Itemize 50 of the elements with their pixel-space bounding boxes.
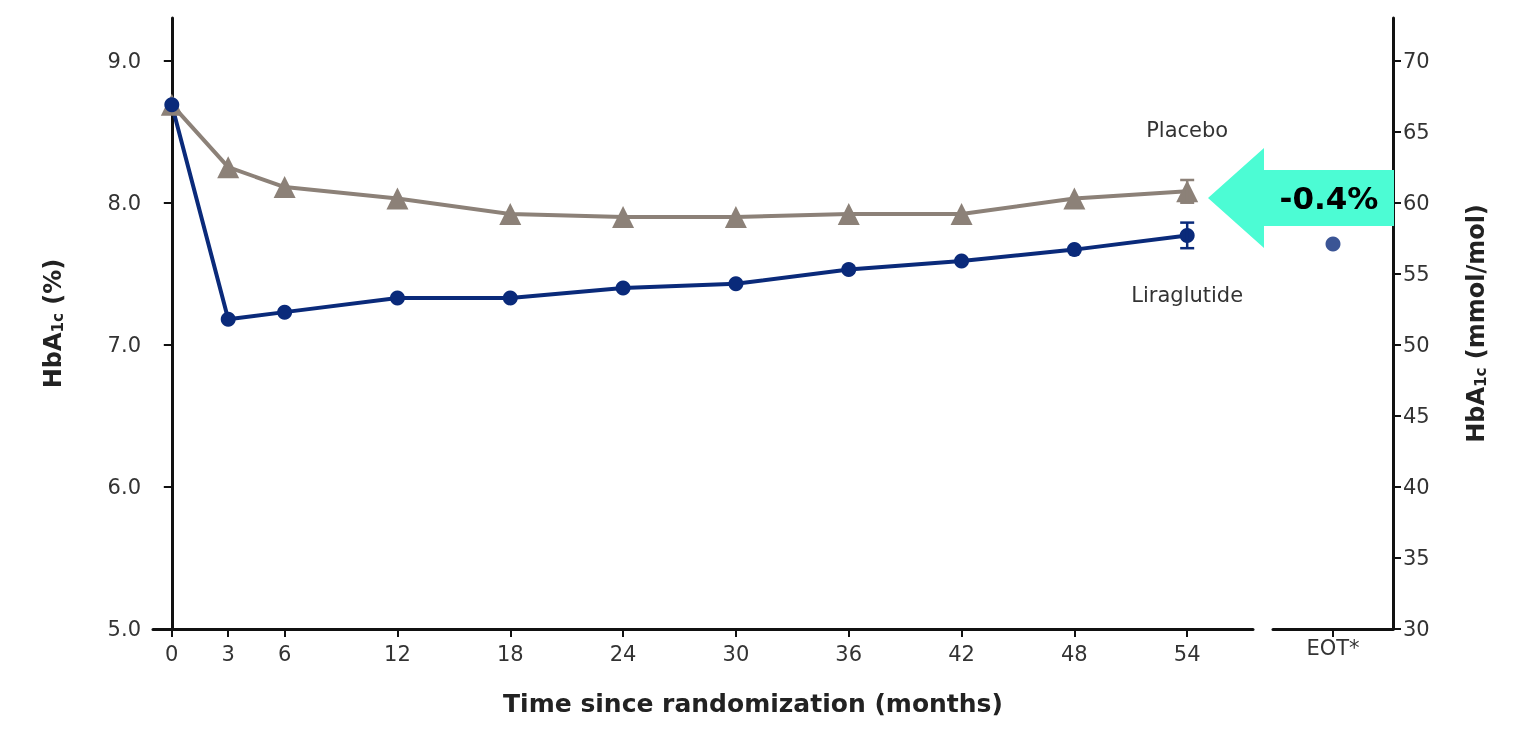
y2-tick-label: 45	[1403, 403, 1430, 428]
x-tick-label: 42	[948, 641, 975, 666]
x-tick-label: EOT*	[1306, 635, 1360, 660]
annotation: -0.4%	[1278, 179, 1380, 218]
x-tick-label: 0	[165, 641, 179, 666]
point	[837, 203, 860, 226]
y2-axis-title: HbA1c (mmol/mol)	[1461, 204, 1490, 443]
x-tick-label: 30	[722, 641, 750, 666]
y-axis-title: HbA1c (%)	[38, 258, 67, 389]
point	[502, 290, 518, 306]
point	[499, 203, 522, 226]
y-tick-label: 6.0	[107, 474, 141, 499]
point	[220, 311, 236, 327]
y2-tick-label: 50	[1403, 332, 1430, 357]
point	[273, 176, 296, 199]
x-tick-label: 24	[609, 641, 637, 666]
y-tick-label: 9.0	[107, 48, 141, 73]
point	[841, 262, 857, 277]
y-tick-label: 7.0	[107, 332, 141, 357]
point	[612, 205, 635, 228]
y-tick-label: 5.0	[107, 617, 141, 641]
y2-tick-label: 35	[1403, 545, 1430, 570]
y2-tick-label: 55	[1403, 261, 1430, 286]
x-tick-label: 18	[496, 641, 524, 666]
point	[724, 205, 747, 228]
y2-tick-label: 65	[1403, 119, 1430, 144]
point	[389, 290, 405, 306]
point	[1063, 187, 1086, 210]
x-tick-label: 54	[1173, 641, 1201, 666]
y-tick-label: 8.0	[107, 190, 141, 215]
x-tick-label: 12	[384, 641, 411, 666]
y2-tick-label: 70	[1403, 48, 1430, 73]
point	[950, 203, 973, 226]
point	[1066, 242, 1082, 258]
x-tick-label: 3	[221, 641, 235, 666]
x-axis-title: Time since randomization (months)	[503, 689, 1003, 718]
x-tick-label: 36	[835, 641, 863, 666]
text: Placebo	[1146, 117, 1229, 142]
y2-tick-label: 40	[1403, 474, 1430, 499]
point	[277, 304, 293, 320]
y2-tick-label: 60	[1403, 190, 1430, 215]
x-tick-label: 48	[1061, 641, 1088, 666]
point	[954, 253, 970, 269]
series-label: Liraglutide	[1131, 283, 1244, 308]
y2-tick-label: 30	[1403, 617, 1430, 641]
point	[728, 276, 744, 292]
point	[217, 156, 240, 179]
point	[615, 280, 631, 296]
point	[386, 187, 409, 210]
x-tick-label: 6	[277, 641, 292, 666]
